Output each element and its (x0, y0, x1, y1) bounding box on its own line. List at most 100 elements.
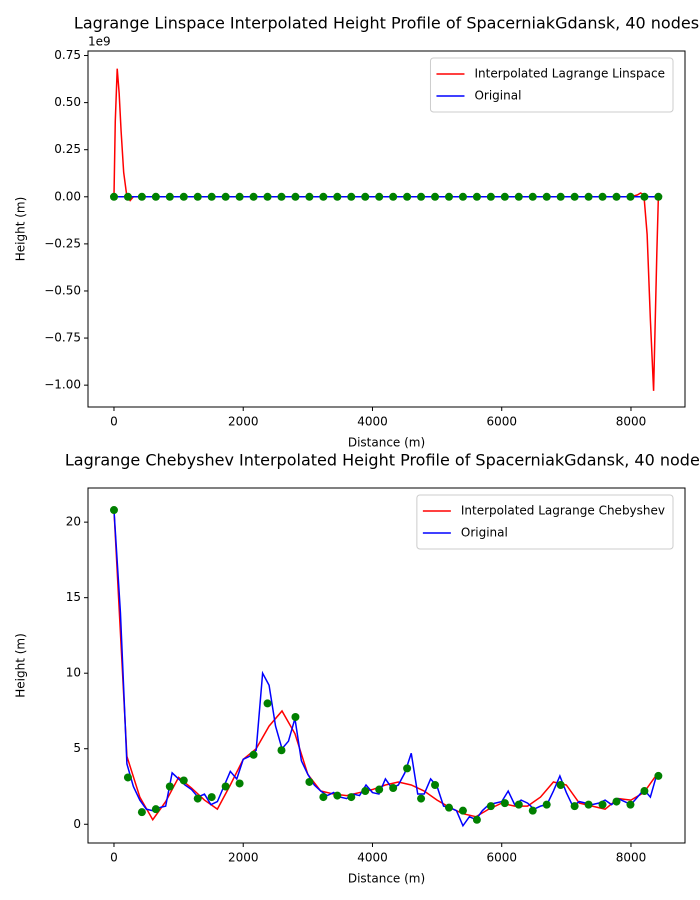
node-point (500, 192, 509, 201)
node-point (151, 192, 160, 201)
node-point (221, 192, 230, 201)
node-point (109, 506, 118, 515)
node-point (249, 192, 258, 201)
node-point (319, 192, 328, 201)
node-point (612, 797, 621, 806)
node-point (458, 806, 467, 815)
node-point (333, 791, 342, 800)
node-point (654, 771, 663, 780)
legend-label: Original (461, 526, 508, 540)
node-point (347, 793, 356, 802)
node-point (654, 192, 663, 201)
x-tick-label: 6000 (486, 415, 517, 429)
axes-frame (87, 487, 686, 844)
x-tick-label: 0 (110, 851, 118, 865)
node-point (123, 192, 132, 201)
node-point (556, 192, 565, 201)
node-point (123, 773, 132, 782)
node-point (458, 192, 467, 201)
node-point (417, 794, 426, 803)
x-tick-label: 8000 (616, 415, 647, 429)
x-tick-label: 2000 (228, 851, 259, 865)
node-point (626, 192, 635, 201)
node-point (137, 192, 146, 201)
node-point (584, 192, 593, 201)
node-point (375, 192, 384, 201)
y-tick-label: 15 (66, 590, 81, 604)
y-tick-label: 0.25 (54, 142, 81, 156)
x-tick-label: 6000 (486, 851, 517, 865)
x-axis-label: Distance (m) (348, 872, 425, 886)
node-point (389, 192, 398, 201)
axes-frame (87, 50, 686, 408)
series-line (113, 510, 658, 822)
y-axis-label: Height (m) (14, 633, 28, 698)
node-point (431, 192, 440, 201)
node-point (542, 800, 551, 809)
node-point (207, 192, 216, 201)
node-point (347, 192, 356, 201)
node-point (486, 802, 495, 811)
series-line (113, 510, 658, 828)
node-point (221, 782, 230, 791)
node-point (193, 192, 202, 201)
node-point (472, 192, 481, 201)
x-tick-label: 8000 (616, 851, 647, 865)
node-point (570, 192, 579, 201)
node-point (403, 764, 412, 773)
series-line (113, 68, 660, 391)
y-tick-label: 5 (73, 741, 81, 755)
legend-label: Interpolated Lagrange Linspace (474, 67, 665, 81)
node-point (249, 750, 258, 759)
node-point (291, 192, 300, 201)
y-tick-label: −0.50 (44, 283, 81, 297)
node-point (263, 699, 272, 708)
node-point (431, 780, 440, 789)
x-tick-label: 2000 (228, 415, 259, 429)
node-point (319, 793, 328, 802)
node-point (263, 192, 272, 201)
node-point (165, 782, 174, 791)
node-point (598, 800, 607, 809)
node-point (179, 192, 188, 201)
node-point (584, 800, 593, 809)
node-point (109, 192, 118, 201)
node-point (193, 794, 202, 803)
node-point (333, 192, 342, 201)
node-point (305, 192, 314, 201)
y-tick-label: −0.25 (44, 236, 81, 250)
node-point (542, 192, 551, 201)
legend (429, 57, 674, 113)
node-point (500, 799, 509, 808)
x-axis-label: Distance (m) (348, 436, 425, 450)
node-point (556, 780, 565, 789)
node-point (598, 192, 607, 201)
plot-area (109, 68, 663, 391)
node-point (403, 192, 412, 201)
x-tick-label: 4000 (357, 851, 388, 865)
y-offset-label: 1e9 (88, 35, 111, 49)
node-point (277, 192, 286, 201)
node-point (514, 800, 523, 809)
node-point (514, 192, 523, 201)
node-point (444, 192, 453, 201)
node-point (486, 192, 495, 201)
node-point (375, 785, 384, 794)
node-point (235, 192, 244, 201)
node-point (528, 806, 537, 815)
y-axis-label: Height (m) (14, 197, 28, 262)
y-tick-label: 0.00 (54, 189, 81, 203)
node-point (626, 800, 635, 809)
node-point (389, 784, 398, 793)
y-tick-label: −1.00 (44, 378, 81, 392)
node-point (277, 746, 286, 755)
node-point (137, 808, 146, 817)
node-point (305, 777, 314, 786)
y-tick-label: 0.75 (54, 48, 81, 62)
plot-area (109, 506, 663, 828)
node-point (640, 192, 649, 201)
x-tick-label: 0 (110, 415, 118, 429)
legend-label: Interpolated Lagrange Chebyshev (461, 504, 665, 518)
node-point (361, 192, 370, 201)
